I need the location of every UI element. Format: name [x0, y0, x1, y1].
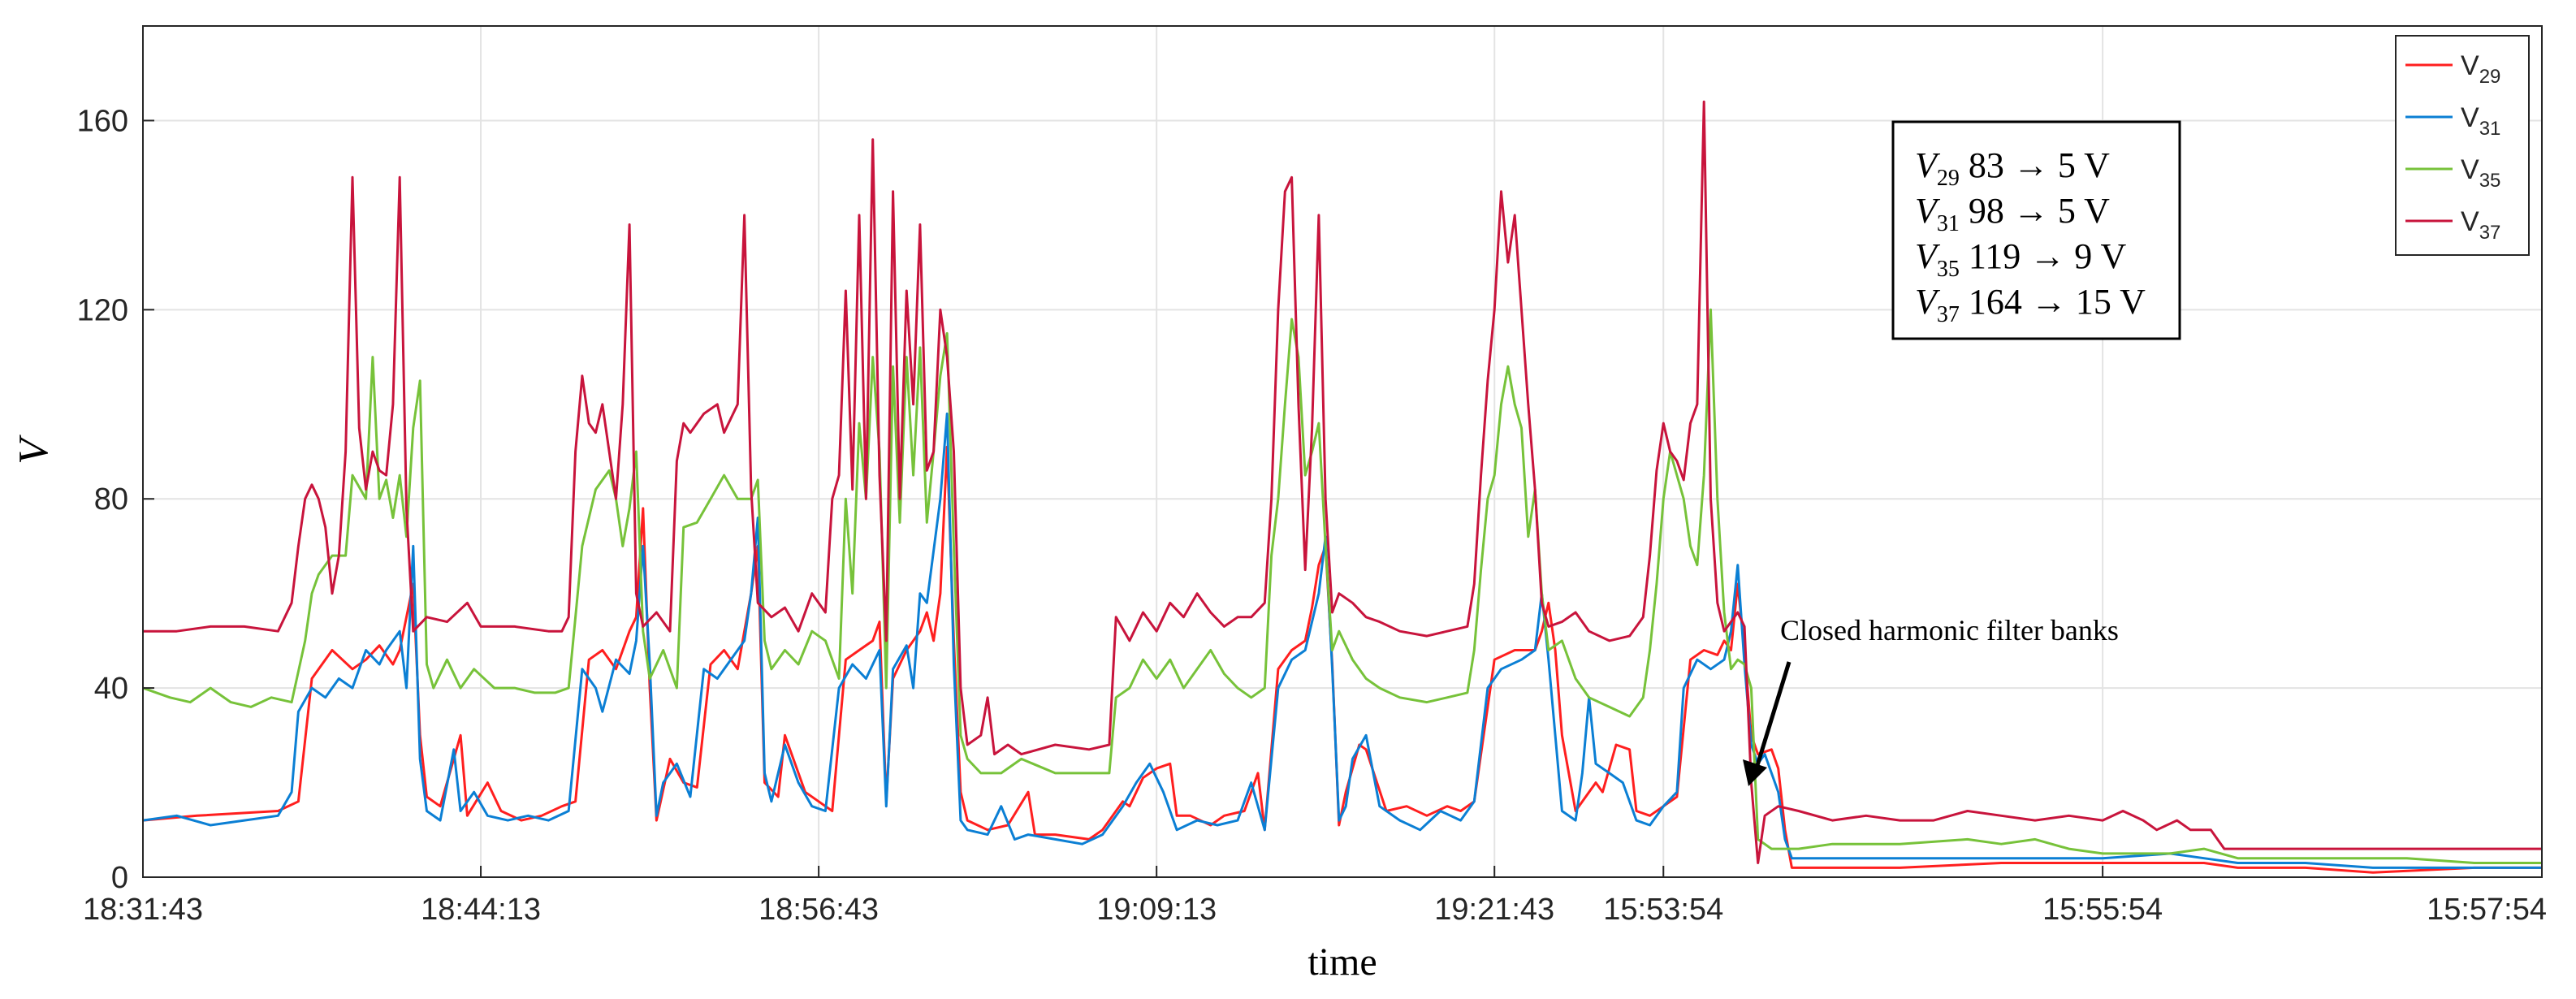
- x-tick-label: 18:44:13: [421, 893, 541, 927]
- annotation-line: V29 83 → 5 V: [1915, 145, 2110, 191]
- x-tick-label: 15:55:54: [2042, 893, 2163, 927]
- x-tick-label: 15:53:54: [1603, 893, 1723, 927]
- series-line-v29: [142, 445, 2542, 874]
- legend: V29 V31 V35 V37: [2395, 35, 2530, 256]
- tick-group: 0 40 80 120 160 18:31:43 18:44:13 18:56:43 19:09…: [77, 104, 2547, 927]
- y-tick-label: 80: [94, 482, 128, 517]
- y-tick-label: 0: [111, 861, 128, 895]
- x-tick-label: 19:21:43: [1434, 893, 1554, 927]
- annotation-line: V35 119 → 9 V: [1915, 236, 2126, 282]
- series-group: [142, 100, 2542, 874]
- y-tick-label: 120: [77, 293, 128, 327]
- callout-arrowhead: [1743, 759, 1767, 786]
- grid: [143, 26, 2542, 877]
- legend-label: V35: [2461, 154, 2500, 192]
- series-line-v37: [143, 100, 2542, 864]
- x-tick-label: 18:56:43: [759, 893, 879, 927]
- x-axis-title: time: [1307, 941, 1377, 984]
- x-tick-label: 18:31:43: [83, 893, 203, 927]
- plot-frame: [142, 25, 2543, 878]
- y-axis-title: V: [11, 435, 57, 465]
- x-tick-label: 19:09:13: [1096, 893, 1217, 927]
- annotation-frame: [1891, 120, 2181, 340]
- x-tick-label: 15:57:54: [2427, 893, 2547, 927]
- y-tick-label: 160: [77, 104, 128, 138]
- callout-text: Closed harmonic filter banks: [1780, 614, 2119, 647]
- legend-label: V31: [2461, 102, 2500, 140]
- plot-area: [143, 26, 2542, 877]
- annotation-line: V31 98 → 5 V: [1915, 191, 2110, 236]
- y-tick-label: 40: [94, 672, 128, 706]
- legend-label: V37: [2461, 206, 2500, 244]
- callout-arrow-line: [1753, 661, 1792, 774]
- callout: Closed harmonic filter banks: [1743, 614, 2119, 786]
- legend-label: V29: [2461, 50, 2500, 88]
- legend-box: [2395, 35, 2530, 256]
- series-line-v31: [142, 412, 2542, 869]
- series-line-v35: [142, 308, 2542, 864]
- annotation-line: V37 164 → 15 V: [1915, 282, 2146, 327]
